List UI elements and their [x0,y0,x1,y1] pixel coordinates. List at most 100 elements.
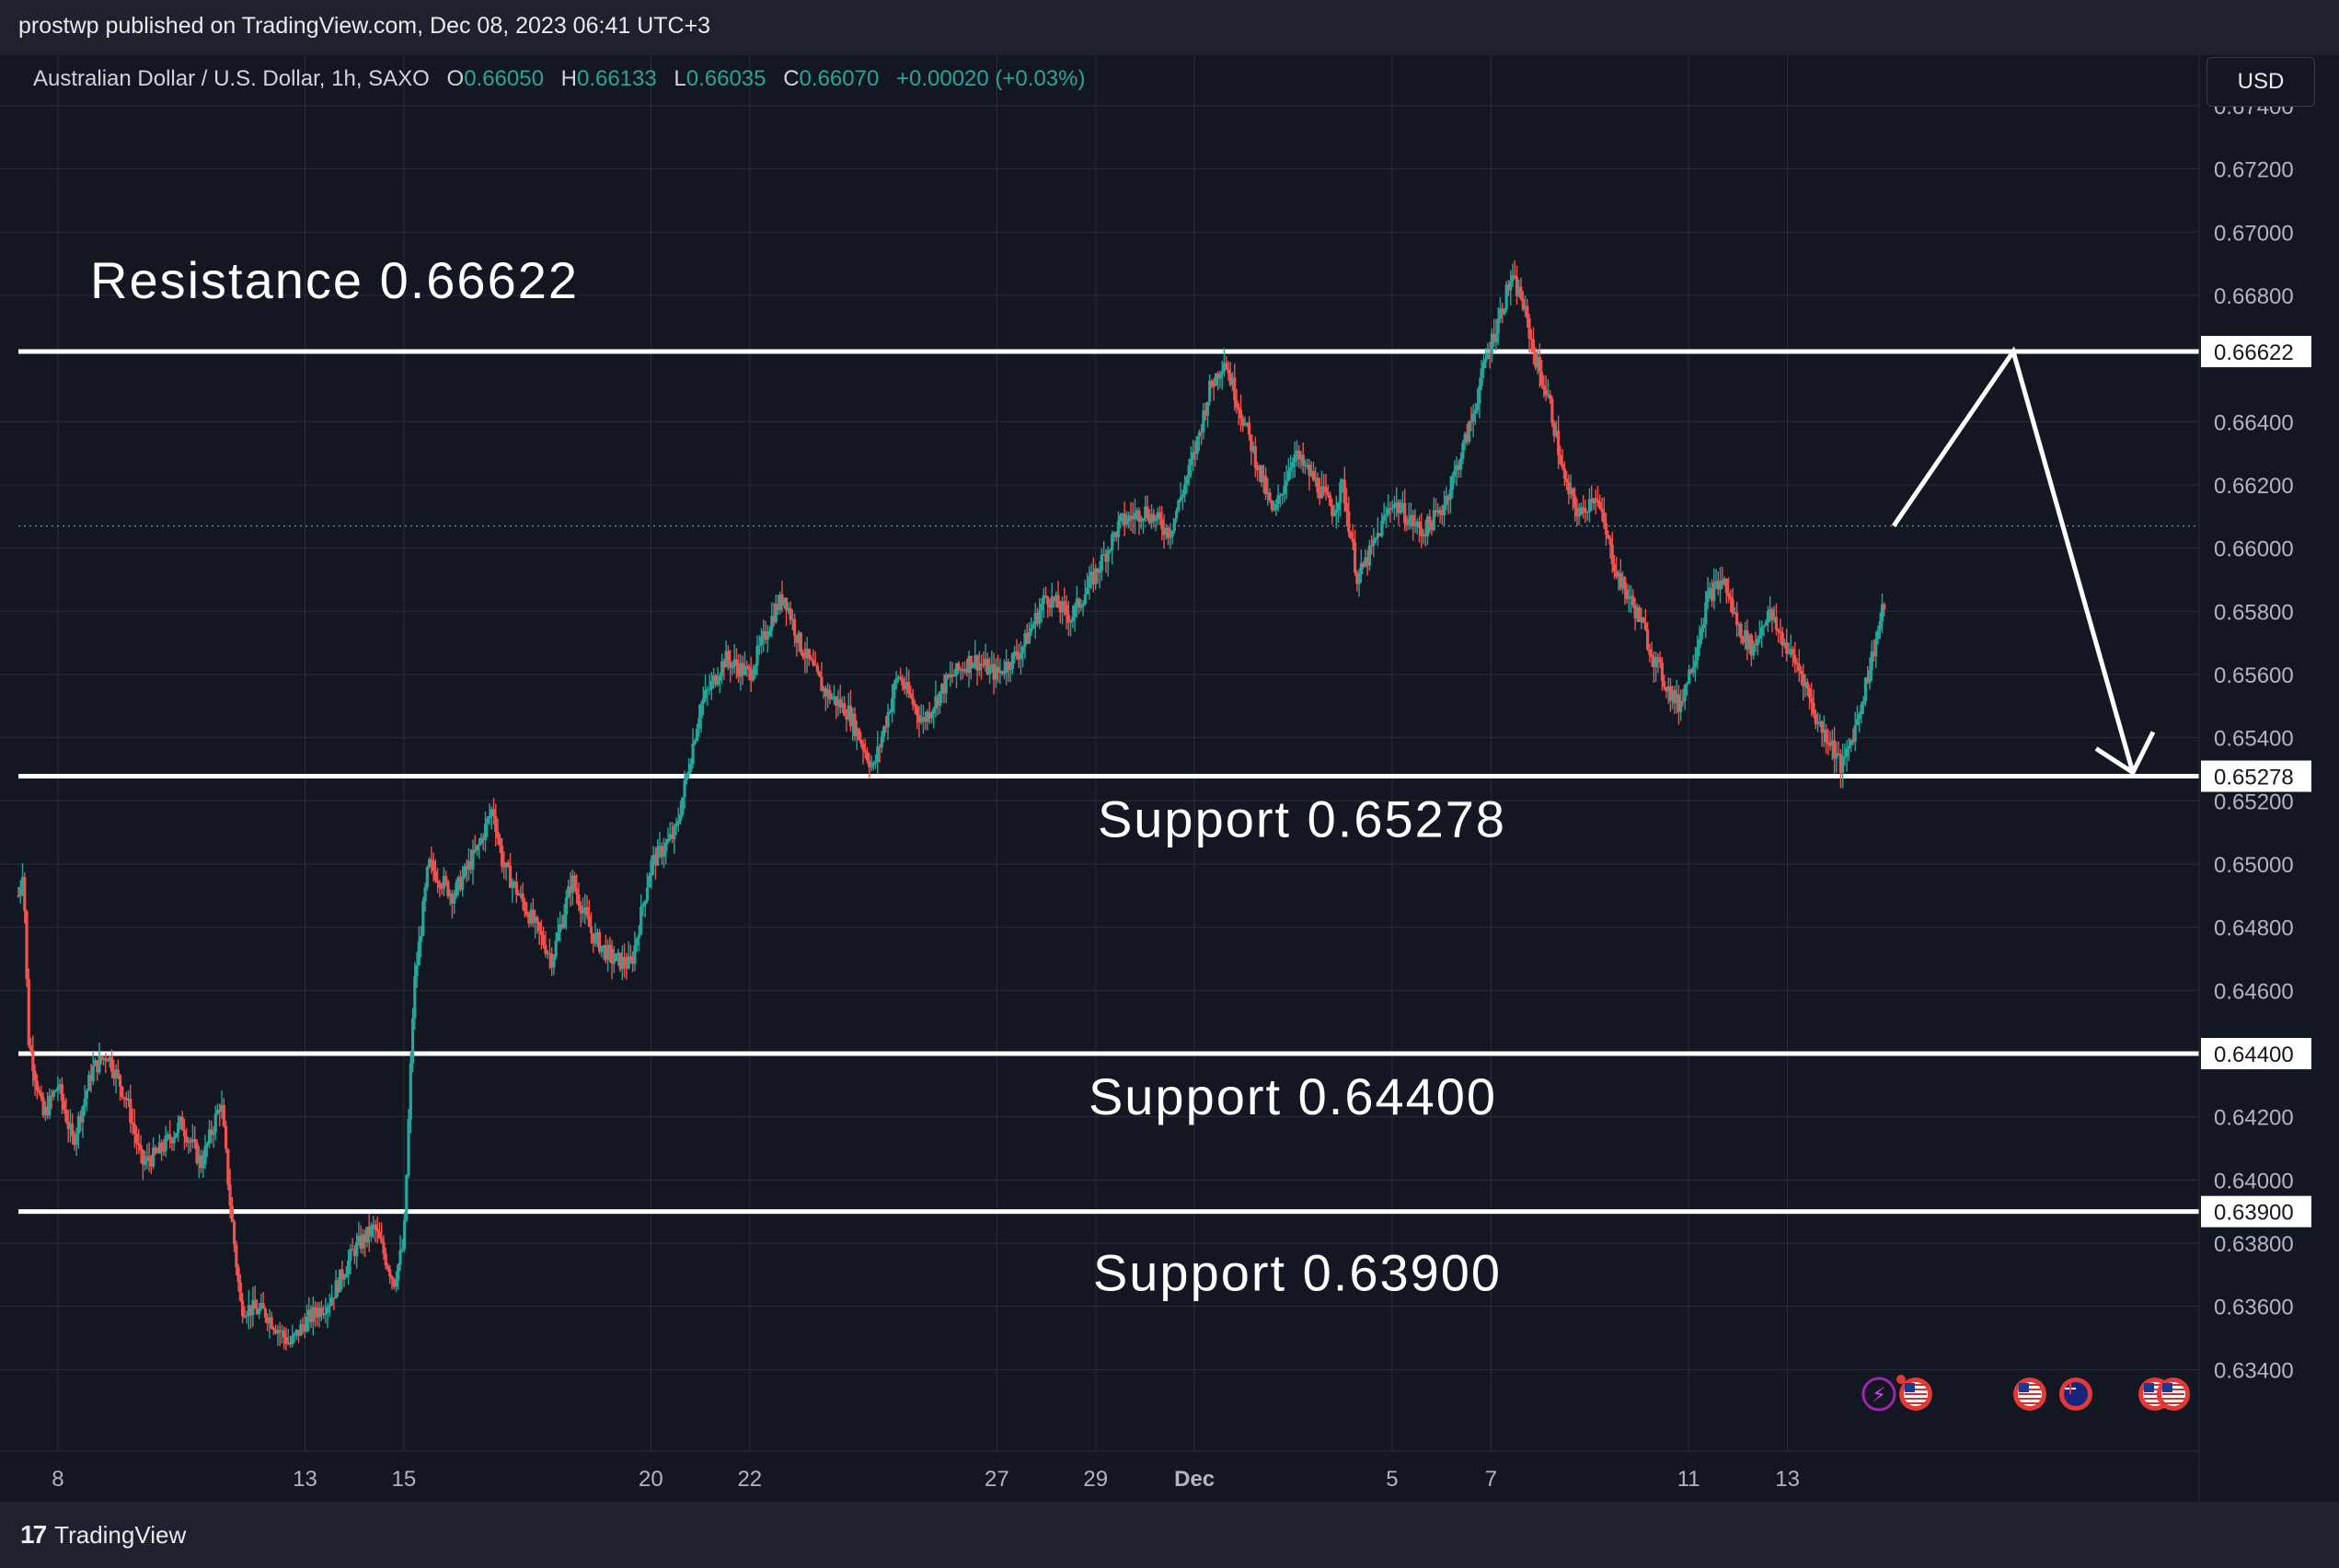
au-flag-icon[interactable] [2059,1378,2092,1411]
candle-body [1770,609,1774,621]
candle-body [602,945,605,947]
candle-body [859,740,863,744]
lightning-icon[interactable]: ⚡ [1861,1377,1896,1412]
candle-body [1144,506,1147,519]
candle-body [380,1238,384,1242]
candle-body [361,1234,365,1249]
candle-body [1675,694,1678,704]
candle-body [199,1155,203,1169]
level-price-label: 0.63900 [2214,1201,2294,1226]
currency-button[interactable]: USD [2206,57,2315,107]
candle-body [190,1138,195,1143]
candle-body [1193,452,1197,455]
candle-body [714,675,718,685]
projection-arrow [1891,346,2156,777]
candle-body [623,957,627,966]
candle-body [686,771,691,775]
candle-body [1480,368,1483,386]
candle-body [193,1138,197,1143]
candle-body [726,651,730,662]
change-value: +0.00020 (+0.03%) [895,66,1086,91]
candle-body [946,674,951,678]
candle-body [1774,617,1779,630]
high-label: H [560,66,577,91]
tradingview-brand[interactable]: 17 TradingView [20,1520,186,1550]
candle-body [589,927,593,934]
candle-body [1756,639,1759,646]
candle-body [1807,687,1812,698]
candle-body [116,1069,120,1076]
candle-body [929,713,934,719]
candle-body [1498,308,1503,319]
candle-body [1708,588,1711,592]
candle-body [1861,701,1865,705]
candle-body [1068,621,1073,623]
candle-body [1815,722,1820,725]
candle-body [502,866,506,868]
candle-body [776,604,780,611]
price-chart[interactable]: Resistance 0.66622 Support 0.65278 Support… [0,55,2339,1502]
y-tick-label: 0.67200 [2214,158,2294,183]
candle-body [1554,430,1558,436]
candle-body [1362,563,1365,567]
candle-body [71,1124,75,1136]
candle-body [1876,629,1880,640]
candle-body [170,1139,174,1144]
candle-body [1088,576,1091,588]
candle-body [1094,568,1098,585]
projection-line [1891,346,2136,774]
us-flag-icon[interactable] [1899,1378,1932,1411]
candle-body [334,1280,338,1299]
candle-body [99,1055,103,1060]
candle-body [1405,523,1409,525]
candle-body [1432,510,1435,531]
candle-body [1043,595,1048,597]
candle-body [903,685,906,689]
candle-body [374,1224,377,1230]
candle-body [511,882,514,888]
candle-body [971,663,975,668]
candle-body [357,1235,361,1242]
candle-body [324,1313,328,1315]
candle-body [139,1145,143,1151]
candle-body [35,1080,39,1091]
candle-body [164,1135,167,1151]
candle-body [1445,496,1448,505]
candle-body [1216,373,1220,379]
candle-body [1324,487,1328,493]
candle-body [938,691,942,706]
candle-body [1430,523,1434,531]
candle-body [615,953,618,962]
candle-body [1604,523,1608,536]
candle-body [1166,527,1170,538]
candle-body [1285,480,1288,487]
candle-body [951,674,954,677]
candle-body [1311,470,1316,481]
candle-body [523,901,526,912]
candle-body [432,860,435,871]
candle-body [1436,510,1440,513]
candle-body [129,1099,133,1123]
candle-body [1376,533,1379,538]
candle-body [1805,681,1809,688]
us-flag-icon[interactable] [2157,1378,2190,1411]
candle-body [1665,686,1668,692]
candle-body [168,1134,172,1140]
candle-body [1073,605,1077,617]
candle-body [1704,602,1708,625]
candle-body [1596,500,1600,502]
candle-body [253,1299,257,1309]
candle-body [940,684,944,692]
candle-body [1111,534,1114,550]
candle-body [1387,508,1390,514]
candle-body [29,1045,33,1051]
candle-body [1519,286,1523,300]
candle-body [1631,595,1635,606]
us-flag-icon[interactable] [2013,1378,2046,1411]
candle-body [1619,572,1622,589]
candle-body [137,1143,141,1146]
candle-body [975,655,979,671]
candle-body [494,816,498,832]
candle-body [85,1090,89,1099]
candle-body [317,1308,321,1318]
